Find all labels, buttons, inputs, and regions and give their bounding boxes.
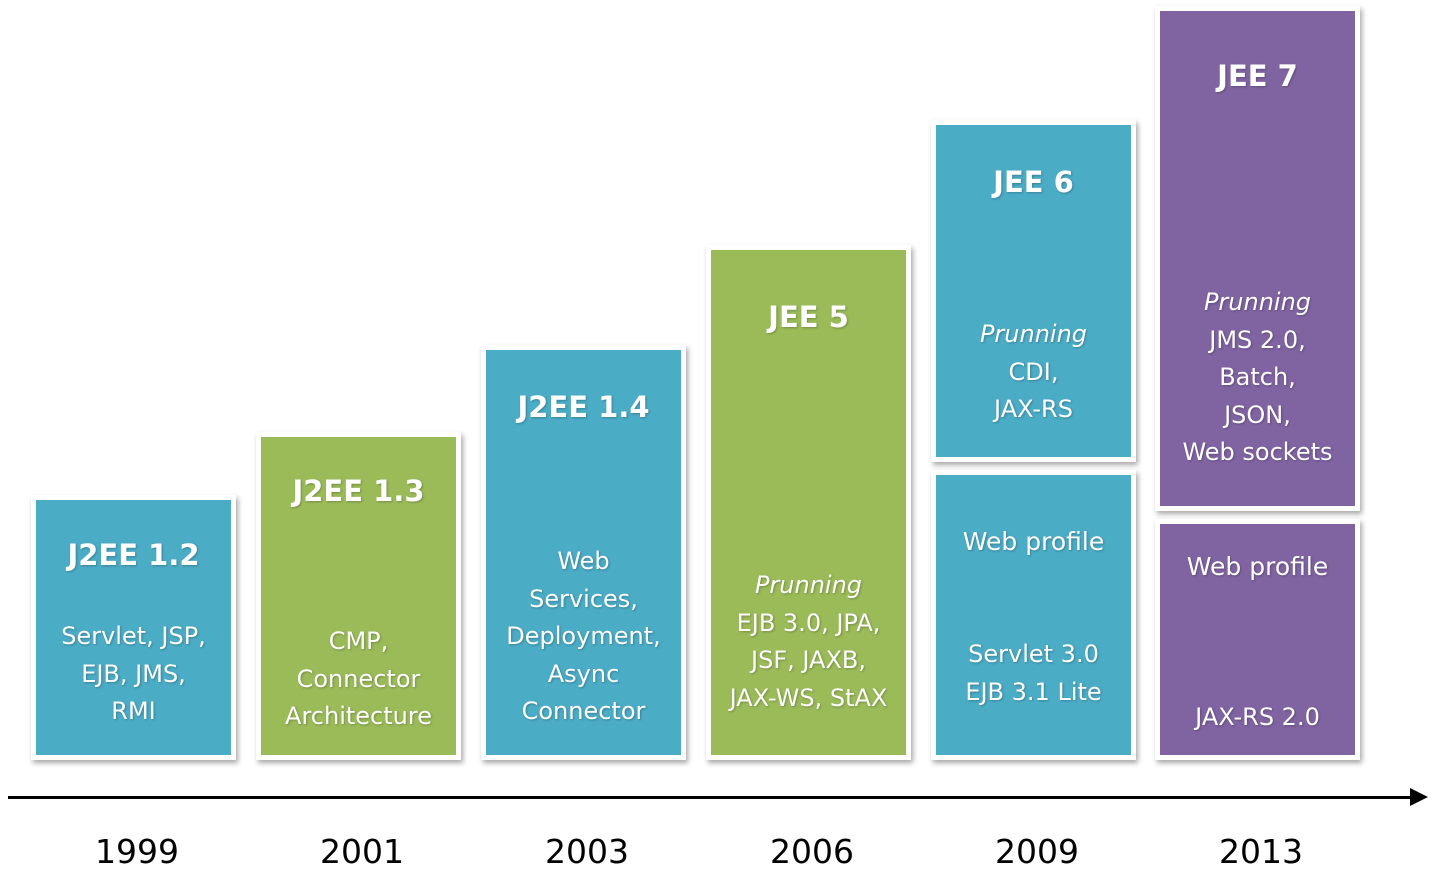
prunning-label: Prunning — [979, 320, 1088, 348]
feature-line: EJB 3.1 Lite — [965, 677, 1102, 706]
web-profile-label: Web profile — [962, 527, 1105, 556]
feature-line: Async — [547, 659, 620, 688]
version-box-jee-6: JEE 6 Prunning CDI, JAX-RS — [931, 120, 1136, 462]
feature-line: Connector — [296, 664, 421, 693]
year-label-1999: 1999 — [95, 832, 179, 871]
feature-line: JSF, JAXB, — [751, 646, 866, 674]
version-box-jee-5: JEE 5 Prunning EJB 3.0, JPA, JSF, JAXB, … — [706, 245, 911, 760]
web-profile-label: Web profile — [1186, 552, 1329, 581]
version-box-jee-7: JEE 7 Prunning JMS 2.0, Batch, JSON, Web… — [1155, 6, 1360, 511]
feature-line: JAX-WS, StAX — [729, 683, 888, 712]
prunning-label: Prunning — [754, 571, 863, 599]
version-box-j2ee-1-2: J2EE 1.2 Servlet, JSP, EJB, JMS, RMI — [31, 495, 236, 760]
feature-line: EJB 3.0, JPA, — [736, 608, 881, 637]
year-label-2006: 2006 — [770, 832, 854, 871]
version-title: J2EE 1.2 — [67, 538, 200, 572]
version-features: Prunning JMS 2.0, Batch, JSON, Web socke… — [1160, 284, 1355, 472]
feature-line: Architecture — [285, 702, 432, 730]
version-title: JEE 7 — [1217, 59, 1298, 93]
version-features: Prunning EJB 3.0, JPA, JSF, JAXB, JAX-WS… — [711, 567, 906, 717]
web-profile-features: Servlet 3.0 EJB 3.1 Lite — [936, 636, 1131, 711]
feature-line: Web sockets — [1182, 438, 1333, 466]
web-profile-box-jee-6: Web profile Servlet 3.0 EJB 3.1 Lite — [931, 470, 1136, 760]
version-box-j2ee-1-4: J2EE 1.4 Web Services, Deployment, Async… — [481, 345, 686, 760]
feature-line: Web — [557, 547, 610, 575]
feature-line: JMS 2.0, — [1209, 325, 1306, 354]
feature-line: Servlet 3.0 — [968, 640, 1099, 668]
version-title: J2EE 1.4 — [517, 390, 650, 424]
year-label-2003: 2003 — [545, 832, 629, 871]
year-label-2009: 2009 — [995, 832, 1079, 871]
version-box-j2ee-1-3: J2EE 1.3 CMP, Connector Architecture — [256, 432, 461, 760]
timeline-axis — [8, 788, 1428, 806]
feature-line: Servlet, JSP, — [61, 622, 206, 650]
feature-line: Services, — [529, 584, 638, 613]
prunning-label: Prunning — [1203, 288, 1312, 316]
year-label-2013: 2013 — [1219, 832, 1303, 871]
feature-line: JSON, — [1224, 400, 1291, 429]
feature-line: EJB, JMS, — [81, 659, 186, 688]
feature-line: RMI — [111, 697, 156, 725]
feature-line: Batch, — [1219, 363, 1296, 391]
timeline-arrow-head — [1410, 788, 1428, 806]
feature-line: CMP, — [328, 627, 389, 655]
feature-line: CDI, — [1008, 357, 1059, 386]
version-features: Prunning CDI, JAX-RS — [936, 316, 1131, 429]
version-features: Servlet, JSP, EJB, JMS, RMI — [36, 618, 231, 731]
year-label-2001: 2001 — [320, 832, 404, 871]
timeline-line — [8, 796, 1412, 799]
version-features: CMP, Connector Architecture — [261, 623, 456, 736]
version-title: JEE 6 — [993, 165, 1074, 199]
feature-line: JAX-RS 2.0 — [1195, 703, 1320, 731]
version-title: JEE 5 — [768, 300, 849, 334]
web-profile-features: JAX-RS 2.0 — [1160, 699, 1355, 737]
version-features: Web Services, Deployment, Async Connecto… — [486, 543, 681, 731]
feature-line: Connector — [521, 697, 646, 725]
web-profile-box-jee-7: Web profile JAX-RS 2.0 — [1155, 519, 1360, 760]
version-title: J2EE 1.3 — [292, 474, 425, 508]
feature-line: Deployment, — [506, 622, 661, 650]
feature-line: JAX-RS — [994, 395, 1073, 423]
